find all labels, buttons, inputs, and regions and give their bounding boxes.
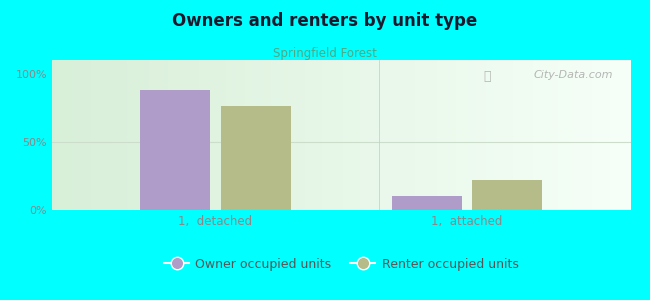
Bar [140, 90, 211, 210]
Text: Springfield Forest: Springfield Forest [273, 46, 377, 59]
Text: ⓘ: ⓘ [483, 70, 491, 83]
Text: City-Data.com: City-Data.com [534, 70, 613, 80]
Bar [472, 180, 543, 210]
Legend: Owner occupied units, Renter occupied units: Owner occupied units, Renter occupied un… [159, 253, 523, 276]
Text: Owners and renters by unit type: Owners and renters by unit type [172, 12, 478, 30]
Bar [220, 106, 291, 210]
Bar [391, 196, 462, 210]
